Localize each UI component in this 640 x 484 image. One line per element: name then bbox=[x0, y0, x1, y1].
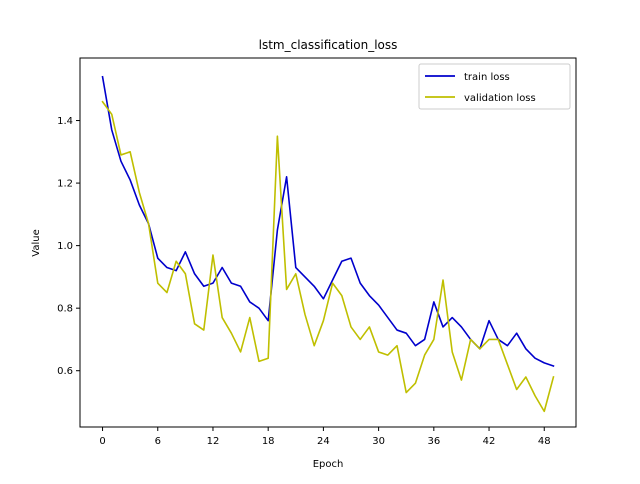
x-tick-label: 24 bbox=[317, 436, 330, 447]
x-tick-label: 30 bbox=[372, 436, 385, 447]
chart-title: lstm_classification_loss bbox=[259, 38, 398, 52]
series-layer bbox=[101, 75, 555, 413]
y-tick-label: 0.6 bbox=[57, 366, 73, 377]
y-tick-label: 1.0 bbox=[57, 241, 73, 252]
x-tick-label: 0 bbox=[99, 436, 105, 447]
legend-box bbox=[418, 63, 571, 110]
x-tick-label: 18 bbox=[262, 436, 275, 447]
y-tick-label: 1.2 bbox=[57, 179, 73, 190]
legend-label-validation-loss: validation loss bbox=[464, 93, 536, 104]
x-tick-label: 48 bbox=[538, 436, 551, 447]
y-tick-label: 1.4 bbox=[57, 116, 73, 127]
x-tick-label: 36 bbox=[427, 436, 440, 447]
y-axis: 0.6 0.8 1.0 1.2 1.4 bbox=[57, 116, 80, 377]
y-axis-label: Value bbox=[31, 229, 42, 256]
y-tick-label: 0.8 bbox=[57, 304, 73, 315]
legend: train loss validation loss bbox=[418, 63, 571, 110]
x-tick-label: 42 bbox=[483, 436, 496, 447]
x-tick-label: 12 bbox=[207, 436, 220, 447]
series-line-validation-loss bbox=[101, 100, 555, 413]
x-axis: 0 6 12 18 24 30 36 42 48 bbox=[99, 427, 551, 447]
x-tick-label: 6 bbox=[155, 436, 161, 447]
plot-frame bbox=[79, 57, 577, 428]
x-axis-label: Epoch bbox=[313, 459, 344, 470]
legend-label-train-loss: train loss bbox=[464, 72, 510, 83]
